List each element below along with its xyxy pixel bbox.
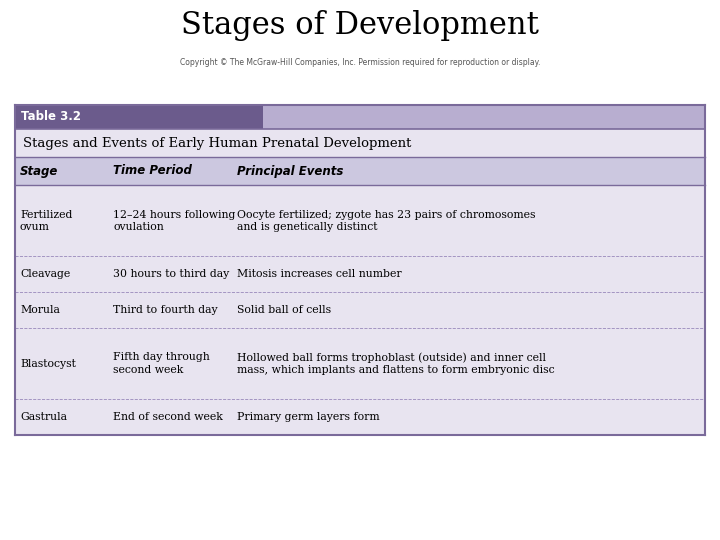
Text: End of second week: End of second week bbox=[113, 412, 223, 422]
Text: Stage: Stage bbox=[20, 165, 58, 178]
Bar bbox=[15, 105, 705, 435]
Text: Cleavage: Cleavage bbox=[20, 269, 71, 279]
Text: Stages and Events of Early Human Prenatal Development: Stages and Events of Early Human Prenata… bbox=[23, 137, 411, 150]
Text: Primary germ layers form: Primary germ layers form bbox=[238, 412, 380, 422]
Text: Morula: Morula bbox=[20, 305, 60, 315]
Text: Gastrula: Gastrula bbox=[20, 412, 67, 422]
Text: Fifth day through
second week: Fifth day through second week bbox=[113, 353, 210, 375]
Text: Fertilized
ovum: Fertilized ovum bbox=[20, 210, 73, 232]
Text: Hollowed ball forms trophoblast (outside) and inner cell
mass, which implants an: Hollowed ball forms trophoblast (outside… bbox=[238, 352, 555, 375]
Text: Third to fourth day: Third to fourth day bbox=[113, 305, 217, 315]
Text: Principal Events: Principal Events bbox=[238, 165, 343, 178]
Text: Blastocyst: Blastocyst bbox=[20, 359, 76, 369]
Text: Time Period: Time Period bbox=[113, 165, 192, 178]
Text: Solid ball of cells: Solid ball of cells bbox=[238, 305, 331, 315]
Text: 30 hours to third day: 30 hours to third day bbox=[113, 269, 230, 279]
Text: Stages of Development: Stages of Development bbox=[181, 10, 539, 41]
Text: Table 3.2: Table 3.2 bbox=[21, 111, 81, 124]
Bar bbox=[15, 105, 264, 129]
Text: 12–24 hours following
ovulation: 12–24 hours following ovulation bbox=[113, 210, 235, 232]
Text: Mitosis increases cell number: Mitosis increases cell number bbox=[238, 269, 402, 279]
Text: Copyright © The McGraw-Hill Companies, Inc. Permission required for reproduction: Copyright © The McGraw-Hill Companies, I… bbox=[180, 58, 540, 67]
Text: Oocyte fertilized; zygote has 23 pairs of chromosomes
and is genetically distinc: Oocyte fertilized; zygote has 23 pairs o… bbox=[238, 210, 536, 232]
Bar bbox=[15, 157, 705, 185]
Bar bbox=[15, 105, 705, 129]
